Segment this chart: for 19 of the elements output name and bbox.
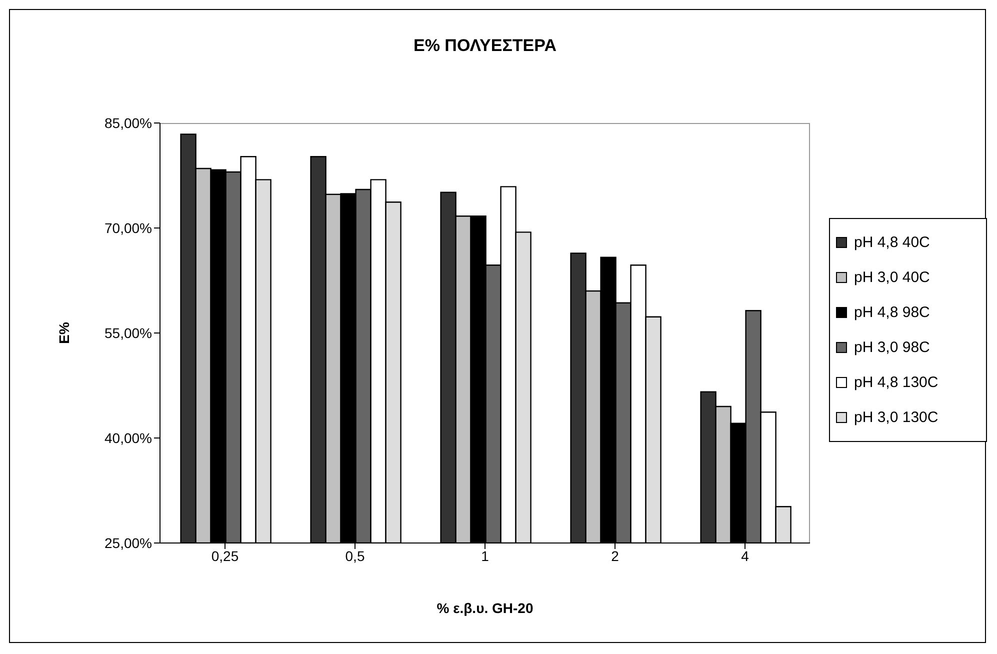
y-tick-label: 55,00% (104, 324, 152, 341)
x-tick-label: 2 (611, 548, 620, 564)
x-tick-label: 4 (741, 548, 750, 564)
y-tick-label: 70,00% (104, 220, 152, 236)
legend-label: pH 3,0 98C (854, 339, 930, 356)
y-axis-title: E% (56, 322, 72, 344)
y-tick-label: 25,00% (104, 534, 152, 551)
y-tick-label: 85,00% (104, 114, 152, 131)
legend-label: pH 4,8 40C (854, 234, 930, 251)
x-tick-label: 0,25 (211, 548, 239, 564)
x-tick-label: 0,5 (345, 548, 365, 564)
chart-title: E% ΠΟΛΥΕΣΤΕΡΑ (412, 36, 558, 56)
x-axis-title: % ε.β.υ. GH-20 (436, 600, 534, 616)
legend-label: pH 3,0 130C (854, 409, 938, 426)
x-tick-label: 1 (481, 548, 490, 564)
legend-label: pH 3,0 40C (854, 269, 930, 286)
y-tick-label: 40,00% (104, 430, 152, 446)
legend-label: pH 4,8 130C (854, 374, 938, 391)
legend-label: pH 4,8 98C (854, 304, 930, 321)
